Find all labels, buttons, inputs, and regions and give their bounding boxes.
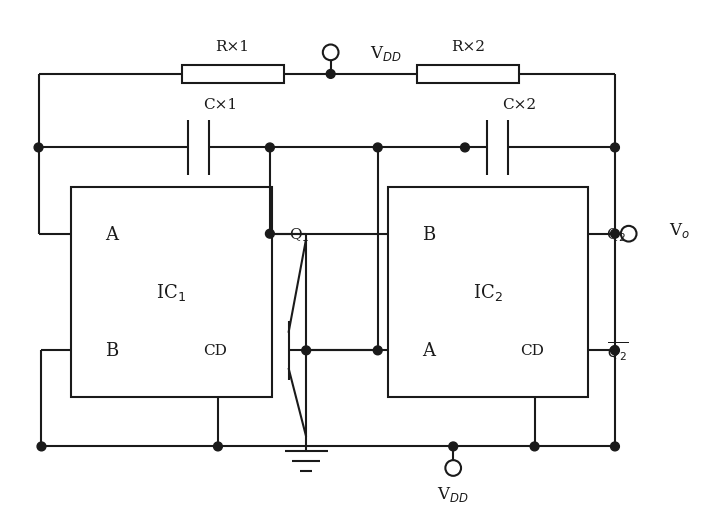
Text: IC$_1$: IC$_1$ — [156, 281, 186, 302]
Circle shape — [448, 442, 458, 451]
Text: Q$_1$: Q$_1$ — [289, 225, 309, 243]
Bar — [417, 66, 519, 83]
Circle shape — [266, 230, 274, 239]
Circle shape — [530, 442, 539, 451]
Text: V$_o$: V$_o$ — [669, 221, 690, 240]
Text: IC$_2$: IC$_2$ — [472, 281, 502, 302]
Text: R×2: R×2 — [451, 40, 485, 55]
Text: R×1: R×1 — [215, 40, 250, 55]
Circle shape — [326, 70, 335, 79]
Text: Q$_2$: Q$_2$ — [606, 225, 626, 243]
Circle shape — [37, 442, 46, 451]
Text: C×2: C×2 — [502, 98, 536, 112]
Circle shape — [301, 346, 311, 355]
Circle shape — [611, 230, 620, 239]
Circle shape — [611, 144, 620, 153]
Text: A: A — [422, 342, 435, 360]
Text: B: B — [422, 225, 435, 243]
Circle shape — [611, 442, 620, 451]
Circle shape — [461, 144, 470, 153]
Circle shape — [373, 144, 382, 153]
Text: C×1: C×1 — [203, 98, 237, 112]
Text: V$_{DD}$: V$_{DD}$ — [370, 44, 402, 63]
Text: $\overline{Q_2}$: $\overline{Q_2}$ — [607, 339, 628, 362]
Bar — [182, 66, 284, 83]
Text: CD: CD — [520, 344, 544, 358]
Text: V$_{DD}$: V$_{DD}$ — [438, 484, 469, 503]
Bar — [71, 187, 272, 397]
Text: B: B — [106, 342, 119, 360]
Circle shape — [213, 442, 222, 451]
Text: A: A — [106, 225, 119, 243]
Circle shape — [266, 144, 274, 153]
Bar — [387, 187, 588, 397]
Text: CD: CD — [203, 344, 227, 358]
Circle shape — [611, 346, 620, 355]
Circle shape — [373, 346, 382, 355]
Circle shape — [34, 144, 43, 153]
